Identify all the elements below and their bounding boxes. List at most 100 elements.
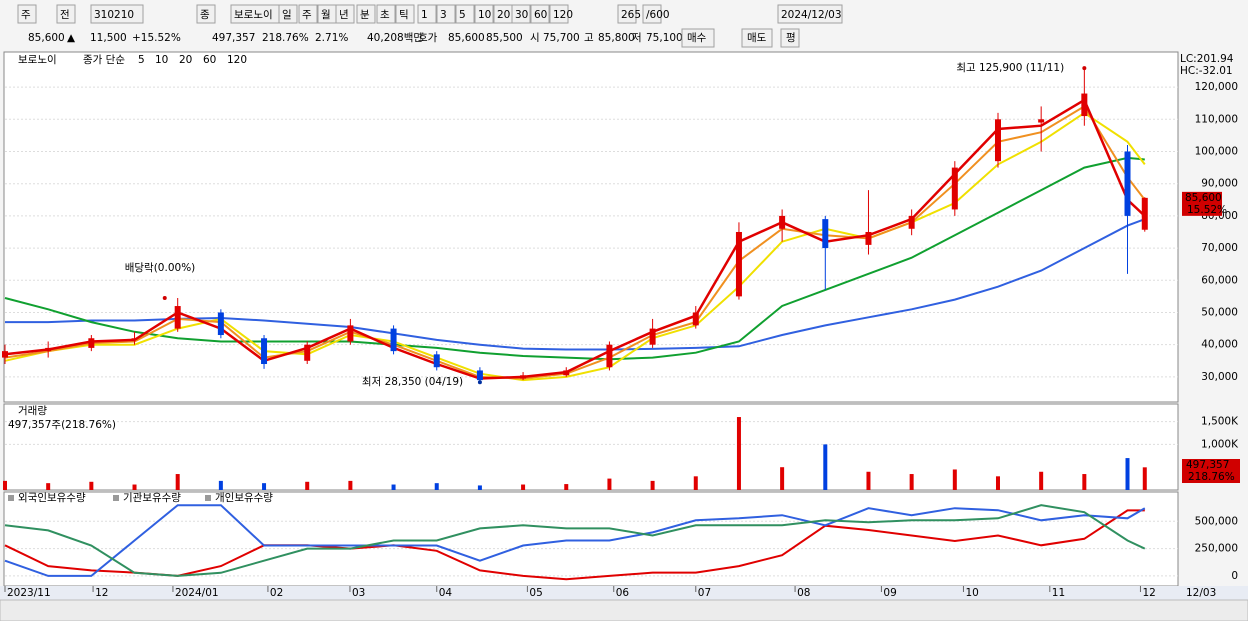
toolbar-button[interactable] bbox=[417, 4, 437, 24]
toolbar-button[interactable] bbox=[278, 4, 298, 24]
quote-button[interactable] bbox=[780, 28, 800, 48]
toolbar-button[interactable] bbox=[56, 4, 76, 24]
volume-bar bbox=[866, 471, 871, 490]
toolbar-button[interactable] bbox=[90, 4, 144, 24]
candle-body bbox=[692, 312, 699, 326]
last-price-box bbox=[1182, 191, 1222, 216]
x-tick-label: 12 bbox=[1142, 587, 1155, 599]
annotation: 최고 125,900 (11/11) bbox=[956, 62, 1064, 74]
annotation-point bbox=[1082, 66, 1087, 71]
toolbar-text: 310210 bbox=[94, 9, 134, 21]
candle-body bbox=[261, 338, 268, 365]
legend-swatch bbox=[8, 495, 14, 501]
legend-entry: 60 bbox=[203, 54, 216, 66]
toolbar-text: 월 bbox=[321, 9, 331, 21]
toolbar-button[interactable] bbox=[17, 4, 37, 24]
lc-label: LC:201.94 bbox=[1180, 53, 1234, 65]
toolbar-button[interactable] bbox=[474, 4, 494, 24]
candle-body bbox=[476, 370, 483, 381]
x-tick-label: 2023/11 bbox=[7, 587, 51, 599]
volume-bar bbox=[89, 481, 94, 490]
volume-bar bbox=[952, 469, 957, 490]
toolbar-button[interactable] bbox=[356, 4, 376, 24]
volume-bar bbox=[780, 467, 785, 490]
quote-button[interactable] bbox=[741, 28, 773, 48]
quote-text: 85,600 bbox=[28, 32, 65, 44]
toolbar-text: 전 bbox=[60, 9, 70, 21]
toolbar-button[interactable] bbox=[511, 4, 531, 24]
candle-body bbox=[174, 306, 181, 329]
x-tick-label: 10 bbox=[965, 587, 978, 599]
bottom-toolbar bbox=[0, 599, 1248, 621]
x-tick-label: 12 bbox=[95, 587, 108, 599]
legend-swatch bbox=[205, 495, 211, 501]
quote-text: 평 bbox=[786, 32, 796, 44]
annotation: 배당락(0.00%) bbox=[125, 262, 196, 274]
toolbar-button[interactable] bbox=[549, 4, 569, 24]
change-label: 15.52% bbox=[1187, 204, 1227, 216]
holdings-line bbox=[4, 504, 1146, 577]
toolbar-button[interactable] bbox=[298, 4, 318, 24]
quote-text: 호가 bbox=[418, 32, 438, 44]
toolbar-button[interactable] bbox=[196, 4, 216, 24]
volume-bar bbox=[823, 444, 828, 490]
toolbar-button[interactable] bbox=[335, 4, 355, 24]
toolbar-text: 5 bbox=[459, 9, 466, 21]
toolbar-text: 초 bbox=[380, 9, 390, 21]
legend-prefix: 종가 단순 bbox=[83, 54, 125, 66]
y-tick-label: 110,000 bbox=[1195, 113, 1238, 125]
volume-bar bbox=[1142, 467, 1147, 490]
y-tick-label: 500,000 bbox=[1195, 515, 1238, 527]
x-tick-label: 2024/01 bbox=[175, 587, 219, 599]
toolbar-text: 보로노이 bbox=[234, 9, 273, 21]
volume-bar bbox=[564, 484, 569, 490]
moving-average bbox=[5, 218, 1146, 351]
volume-bar bbox=[909, 474, 914, 490]
toolbar-text: 20 bbox=[497, 9, 510, 21]
legend-entry: 외국인보유수량 bbox=[18, 492, 86, 504]
candle-body bbox=[520, 375, 527, 379]
legend-entry: 5 bbox=[138, 54, 145, 66]
volume-ratio: 218.76% bbox=[1188, 471, 1235, 483]
toolbar-button[interactable] bbox=[436, 4, 456, 24]
toolbar-button[interactable] bbox=[395, 4, 415, 24]
toolbar-text: /600 bbox=[646, 9, 670, 21]
toolbar-button[interactable] bbox=[530, 4, 550, 24]
date-label: 12/03 bbox=[1186, 587, 1216, 599]
candle-body bbox=[649, 328, 656, 345]
volume-bar bbox=[477, 485, 482, 490]
quote-text: 218.76% bbox=[262, 32, 309, 44]
annotation-point bbox=[162, 295, 167, 300]
x-tick-label: 02 bbox=[270, 587, 283, 599]
toolbar-text: 2024/12/03 bbox=[781, 9, 842, 21]
toolbar-button[interactable] bbox=[617, 4, 637, 24]
quote-text: 매수 bbox=[687, 32, 707, 44]
toolbar-button[interactable] bbox=[376, 4, 396, 24]
candle-body bbox=[908, 215, 915, 229]
candle-body bbox=[1081, 93, 1088, 117]
annotation-point bbox=[477, 380, 482, 385]
candle-body bbox=[994, 119, 1001, 162]
moving-average bbox=[4, 98, 1146, 380]
candle-body bbox=[217, 312, 224, 336]
quote-button[interactable] bbox=[681, 28, 715, 48]
y-tick-label: 50,000 bbox=[1201, 306, 1238, 318]
y-tick-label: 60,000 bbox=[1201, 274, 1238, 286]
candle-body bbox=[390, 328, 397, 352]
toolbar-button[interactable] bbox=[777, 4, 843, 24]
volume-bar bbox=[995, 476, 1000, 490]
quote-text: 40,208백만 bbox=[367, 32, 423, 44]
toolbar-button[interactable] bbox=[642, 4, 662, 24]
volume-bar bbox=[693, 476, 698, 490]
hc-label: HC:-32.01 bbox=[1180, 65, 1233, 77]
x-axis-strip bbox=[0, 586, 1248, 600]
y-tick-label: 120,000 bbox=[1195, 81, 1238, 93]
toolbar-text: 주 bbox=[21, 9, 31, 21]
toolbar-text: 10 bbox=[478, 9, 491, 21]
y-tick-label: 70,000 bbox=[1201, 242, 1238, 254]
x-tick-label: 06 bbox=[616, 587, 630, 599]
volume-panel bbox=[3, 403, 1179, 491]
toolbar-button[interactable] bbox=[455, 4, 475, 24]
volume-bar bbox=[391, 484, 396, 490]
